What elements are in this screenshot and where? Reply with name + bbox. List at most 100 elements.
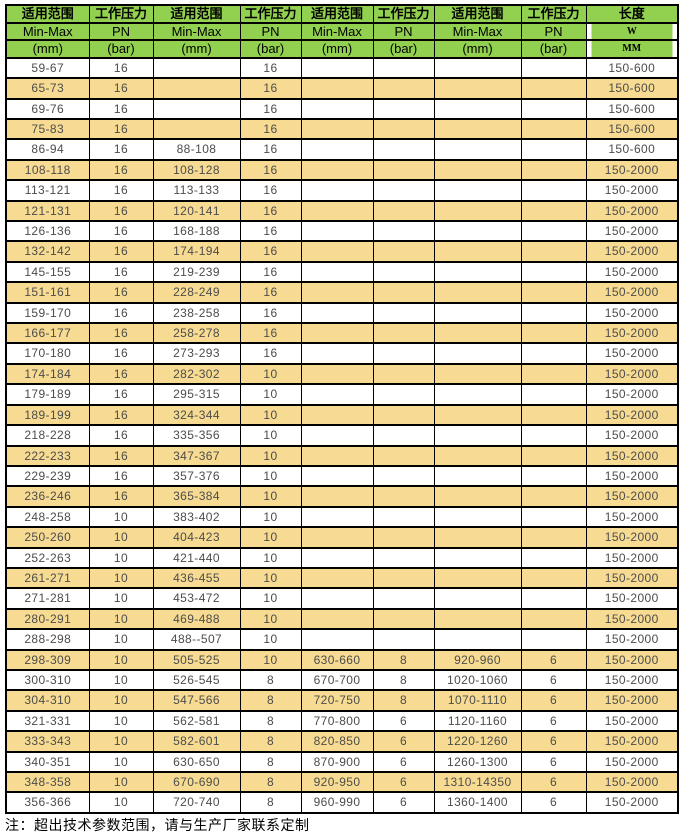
cell (520, 566, 587, 590)
cell: 150-2000 (585, 689, 679, 712)
cell: 88-108 (152, 138, 241, 161)
cell (520, 464, 587, 488)
cell: 10 (239, 566, 302, 590)
cell: 16 (88, 464, 154, 488)
cell: 10 (88, 505, 154, 529)
cell: 108-118 (5, 158, 90, 182)
cell: 10 (88, 546, 154, 569)
cell: 16 (239, 138, 302, 161)
cell: 170-180 (5, 342, 90, 365)
cell: 16 (239, 77, 302, 100)
cell: 151-161 (5, 281, 90, 304)
cell: 6 (520, 770, 587, 794)
cell (300, 464, 374, 488)
cell: 150-2000 (585, 240, 679, 263)
cell: 150-2000 (585, 709, 679, 733)
cell (300, 56, 374, 80)
cell (520, 383, 587, 406)
cell (372, 138, 435, 161)
cell (433, 587, 522, 610)
column-header: 适用范围 (433, 4, 522, 24)
cell (300, 607, 374, 631)
cell (372, 117, 435, 141)
cell: 10 (88, 587, 154, 610)
cell: 505-525 (152, 648, 241, 671)
column-header: MM (590, 39, 674, 59)
cell (300, 260, 374, 284)
cell: 16 (239, 179, 302, 202)
cell: 526-545 (152, 668, 241, 692)
cell (433, 444, 522, 467)
table-row: 170-180 16 273-293 16 150-2000 (5, 342, 679, 365)
table-row: 340-351 10 630-650 8 870-900 6 1260-1300 6 150-2… (5, 750, 679, 774)
cell: 10 (88, 770, 154, 794)
cell: 1020-1060 (433, 668, 522, 692)
column-header: 适用范围 (300, 4, 374, 24)
cell: 6 (520, 689, 587, 712)
cell: 16 (239, 158, 302, 182)
cell (520, 485, 587, 508)
cell (433, 158, 522, 182)
cell (520, 117, 587, 141)
column-header: 适用范围 (5, 4, 90, 24)
cell (300, 281, 374, 304)
column-header: (bar) (372, 39, 435, 59)
cell (372, 260, 435, 284)
cell: 10 (88, 526, 154, 549)
cell: 16 (239, 117, 302, 141)
cell: 6 (372, 791, 435, 814)
cell: 150-2000 (585, 362, 679, 386)
cell (372, 546, 435, 569)
cell: 168-188 (152, 220, 241, 243)
cell: 150-2000 (585, 628, 679, 651)
cell: 150-2000 (585, 464, 679, 488)
column-header: (mm) (152, 39, 241, 59)
cell: 547-566 (152, 689, 241, 712)
cell: 16 (88, 383, 154, 406)
cell: 132-142 (5, 240, 90, 263)
cell (372, 342, 435, 365)
cell: 236-246 (5, 485, 90, 508)
cell: 16 (88, 342, 154, 365)
cell (433, 301, 522, 325)
table-row: 298-309 10 505-525 10 630-660 8 920-960 6 150-20… (5, 648, 679, 671)
table-row: 356-366 10 720-740 8 960-990 6 1360-1400 6 150-2… (5, 791, 679, 814)
cell: 252-263 (5, 546, 90, 569)
cell (372, 485, 435, 508)
cell: 150-2000 (585, 505, 679, 529)
cell: 383-402 (152, 505, 241, 529)
cell (520, 158, 587, 182)
cell: 150-2000 (585, 199, 679, 223)
cell: 16 (239, 322, 302, 345)
cell (433, 322, 522, 345)
cell (372, 628, 435, 651)
cell: 16 (88, 138, 154, 161)
cell: 324-344 (152, 403, 241, 427)
cell (300, 240, 374, 263)
cell: 630-660 (300, 648, 374, 671)
cell: 16 (88, 322, 154, 345)
cell: 670-690 (152, 770, 241, 794)
cell (300, 117, 374, 141)
cell: 16 (88, 199, 154, 223)
table-row: 151-161 16 228-249 16 150-2000 (5, 281, 679, 304)
cell (433, 240, 522, 263)
cell: 16 (88, 97, 154, 121)
cell: 228-249 (152, 281, 241, 304)
cell (433, 179, 522, 202)
cell: 404-423 (152, 526, 241, 549)
cell: 150-2000 (585, 444, 679, 467)
cell: 1260-1300 (433, 750, 522, 774)
cell (433, 362, 522, 386)
cell: 150-2000 (585, 668, 679, 692)
cell: 8 (239, 709, 302, 733)
table-row: 218-228 16 335-356 10 150-2000 (5, 424, 679, 447)
cell: 218-228 (5, 424, 90, 447)
cell: 421-440 (152, 546, 241, 569)
cell: 150-2000 (585, 648, 679, 671)
cell: 282-302 (152, 362, 241, 386)
cell: 150-2000 (585, 220, 679, 243)
cell (300, 444, 374, 467)
header-row: (mm) (bar) (mm) (bar) (mm) (bar) (mm) (bar) MM (5, 39, 678, 59)
cell (372, 199, 435, 223)
